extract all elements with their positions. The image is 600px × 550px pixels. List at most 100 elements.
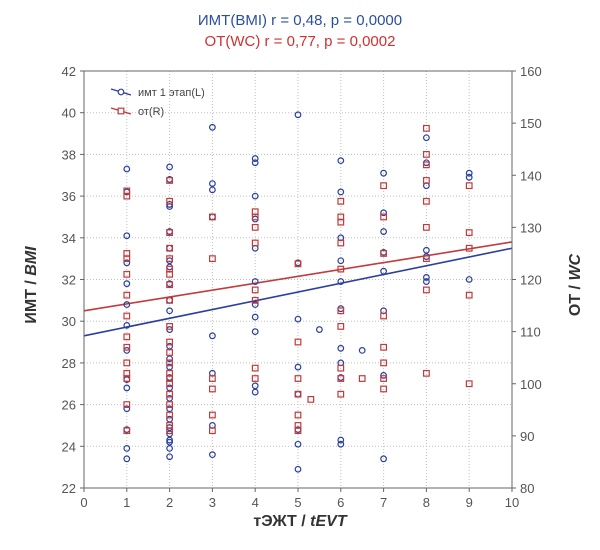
data-point-wc	[123, 375, 131, 382]
data-point-wc	[251, 213, 259, 221]
data-point-wc	[166, 255, 174, 263]
legend-item-bmi: имт 1 этап(L)	[110, 87, 205, 99]
data-point-bmi	[123, 384, 131, 392]
data-point-bmi	[123, 405, 131, 413]
data-point-bmi	[123, 165, 131, 173]
data-point-wc	[380, 213, 387, 221]
data-point-wc	[307, 395, 315, 403]
data-point-wc	[294, 411, 302, 419]
data-point-bmi	[166, 405, 174, 413]
trend-line-bmi	[83, 247, 513, 337]
data-point-bmi	[123, 232, 131, 240]
y-left-tick-label: 30	[62, 314, 76, 329]
y-left-tick-label: 28	[62, 356, 76, 371]
data-point-wc	[423, 223, 430, 231]
data-point-wc	[380, 343, 387, 351]
data-point-wc	[251, 223, 259, 231]
data-point-bmi	[380, 169, 388, 177]
data-point-wc	[251, 239, 259, 247]
y-left-tick-label: 32	[62, 273, 76, 288]
data-point-bmi	[337, 257, 345, 265]
data-point-wc	[166, 296, 174, 304]
data-point-wc	[337, 364, 345, 372]
data-point-bmi	[166, 444, 174, 452]
data-point-bmi	[465, 173, 473, 181]
data-point-bmi	[294, 111, 302, 119]
data-point-bmi	[251, 192, 259, 200]
data-point-wc	[423, 197, 430, 205]
data-point-bmi	[123, 301, 131, 308]
data-point-wc	[380, 359, 387, 367]
trend-line-wc	[83, 241, 513, 312]
data-point-wc	[209, 375, 216, 382]
data-point-bmi	[208, 451, 216, 459]
data-point-wc	[251, 286, 259, 294]
data-point-wc	[423, 177, 430, 184]
data-point-wc	[166, 390, 174, 398]
data-point-bmi	[166, 384, 174, 392]
data-point-wc	[465, 291, 473, 299]
data-point-wc	[209, 213, 216, 221]
y-right-tick-label: 100	[520, 377, 542, 392]
x-tick-label: 1	[123, 495, 130, 510]
y-axis-right-label: ОТ / WC	[567, 253, 584, 317]
data-point-bmi	[251, 328, 259, 336]
data-point-wc	[294, 260, 302, 268]
y-left-tick-label: 22	[62, 481, 76, 496]
data-point-wc	[465, 229, 473, 236]
data-point-wc	[337, 307, 345, 315]
data-point-bmi	[123, 321, 131, 329]
x-tick-label: 4	[252, 495, 259, 510]
data-point-wc	[358, 375, 366, 382]
data-point-wc	[209, 385, 216, 393]
data-point-wc	[166, 197, 174, 205]
data-point-wc	[166, 338, 174, 346]
data-point-wc	[166, 244, 174, 252]
data-point-bmi	[465, 276, 473, 283]
data-point-bmi	[337, 278, 345, 285]
data-point-wc	[380, 182, 387, 190]
data-point-bmi	[208, 180, 216, 187]
data-point-wc	[465, 182, 473, 190]
data-point-wc	[123, 270, 131, 278]
y-left-tick-label: 42	[62, 64, 76, 79]
y-left-tick-label: 24	[62, 439, 76, 454]
data-point-wc	[166, 281, 174, 289]
data-point-wc	[123, 192, 131, 200]
x-tick-label: 6	[337, 495, 344, 510]
tick-labels: 0 1 2 3 4 5 6 7 8 9 102224262830323436384042809010…	[62, 64, 542, 510]
x-axis-label: тЭЖТ / tEVT	[253, 513, 347, 530]
data-point-bmi	[166, 415, 174, 423]
data-point-wc	[166, 323, 174, 330]
data-point-wc	[337, 265, 345, 273]
data-point-bmi	[166, 438, 174, 446]
data-point-wc	[423, 124, 430, 132]
data-point-bmi	[251, 388, 259, 396]
data-point-bmi	[294, 315, 302, 323]
data-point-wc	[294, 390, 302, 398]
data-point-bmi	[166, 436, 174, 444]
data-point-wc	[337, 218, 345, 226]
data-point-wc	[123, 401, 131, 408]
data-point-bmi	[423, 274, 430, 281]
data-point-bmi	[358, 346, 366, 354]
data-point-wc	[251, 364, 259, 372]
data-point-wc	[251, 296, 259, 304]
data-point-wc	[166, 349, 174, 356]
data-point-wc	[380, 250, 387, 257]
data-point-wc	[380, 385, 387, 393]
data-point-bmi	[380, 209, 388, 217]
data-point-wc	[166, 359, 174, 367]
data-point-bmi	[123, 280, 131, 288]
data-point-bmi	[294, 465, 302, 473]
data-point-bmi	[380, 228, 388, 235]
chart-title-wc: ОТ(WC) r = 0,77, p = 0,0002	[204, 33, 396, 50]
y-left-tick-label: 34	[62, 231, 76, 246]
data-point-wc	[380, 375, 387, 382]
x-tick-label: 2	[166, 495, 173, 510]
data-points	[123, 111, 473, 473]
legend-label: от(R)	[138, 106, 164, 118]
data-point-wc	[209, 427, 216, 435]
data-point-bmi	[166, 355, 174, 363]
